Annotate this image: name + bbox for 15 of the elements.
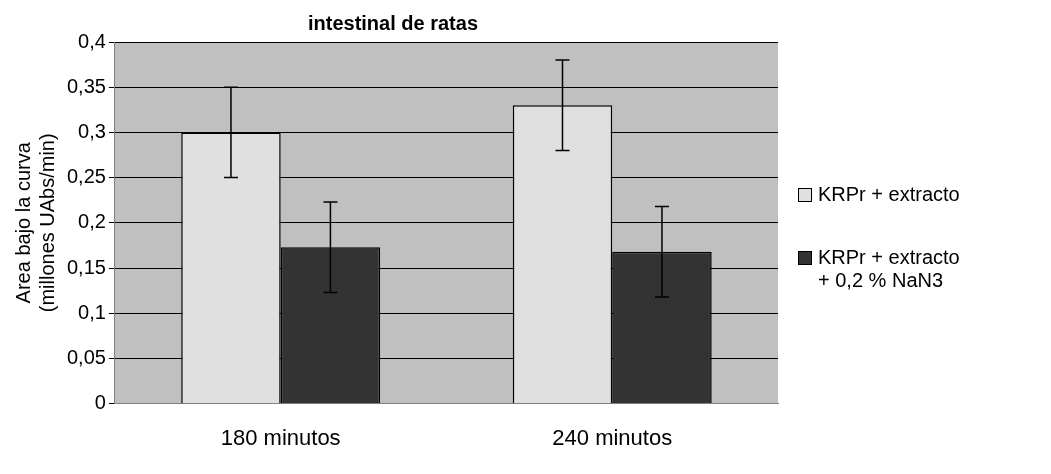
- y-tick-label: 0,25: [66, 165, 106, 188]
- y-tick-label: 0,1: [78, 300, 106, 323]
- legend-label: KRPr + extracto + 0,2 % NaN3: [818, 245, 960, 292]
- y-tick-label: 0,05: [66, 345, 106, 368]
- y-tick-label: 0,3: [78, 119, 106, 142]
- chart-title: intestinal de ratas: [307, 11, 479, 34]
- y-tick-label: 0: [94, 391, 106, 414]
- y-tick-label: 0,35: [66, 74, 106, 97]
- y-axis-title: Area bajo la curva (millones UAbs/min): [11, 133, 58, 313]
- y-tick-label: 0,4: [78, 29, 106, 52]
- x-tick-label: 180 minutos: [220, 424, 341, 450]
- y-tick-label: 0,2: [78, 210, 106, 233]
- x-tick-label: 240 minutos: [552, 424, 673, 450]
- y-tick-label: 0,15: [66, 255, 106, 278]
- legend-label: KRPr + extracto: [818, 182, 960, 206]
